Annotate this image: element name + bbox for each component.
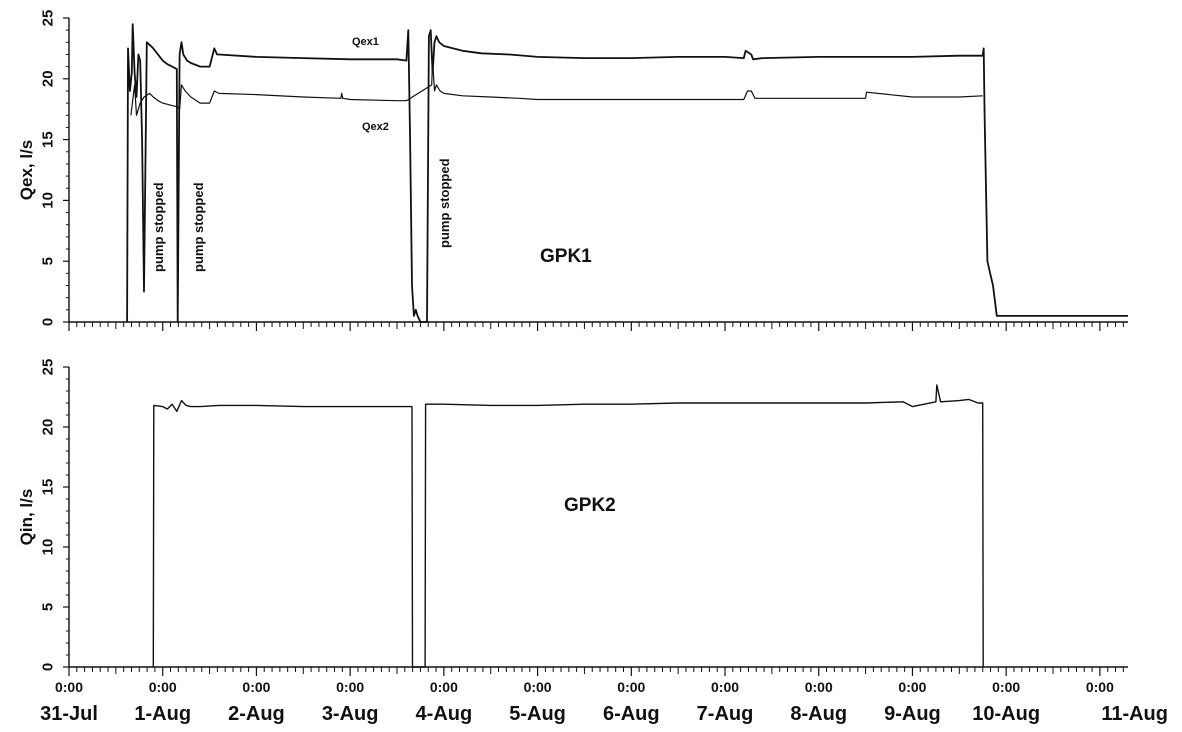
x-tick-date-label-4: 4-Aug xyxy=(416,703,473,725)
panel-label-gpk1: GPK1 xyxy=(540,246,592,267)
gpk2-y-tick-label-15: 15 xyxy=(40,479,57,496)
x-tick-time-label-3: 0:00 xyxy=(336,679,364,695)
panel-gpk1-axes: 0 5 10 15 20 25 xyxy=(40,10,1128,331)
gpk2-series-line-qin xyxy=(152,384,984,668)
x-tick-time-label-1: 0:00 xyxy=(149,679,177,695)
series-label-qex1: Qex1 xyxy=(352,36,379,48)
gpk1-series-line-qex1 xyxy=(126,23,1128,323)
gpk2-y-tick-label-25: 25 xyxy=(40,359,57,376)
gpk1-y-tick-label-0: 0 xyxy=(40,318,57,326)
x-tick-date-label-7: 7-Aug xyxy=(697,703,754,725)
x-tick-time-label-8: 0:00 xyxy=(805,679,833,695)
x-tick-time-label-4: 0:00 xyxy=(430,679,458,695)
gpk2-y-tick-label-0: 0 xyxy=(40,663,57,671)
x-tick-date-label-2: 2-Aug xyxy=(228,703,285,725)
panel-label-gpk2: GPK2 xyxy=(564,495,616,516)
x-tick-time-label-7: 0:00 xyxy=(711,679,739,695)
panel-gpk2: 0 5 10 15 20 25 Qin, l/s GPK2 xyxy=(17,359,1128,676)
x-tick-time-label-5: 0:00 xyxy=(524,679,552,695)
gpk2-y-tick-label-20: 20 xyxy=(40,419,57,436)
x-tick-time-label-6: 0:00 xyxy=(617,679,645,695)
x-tick-time-label-9: 0:00 xyxy=(898,679,926,695)
panel-gpk2-ylabel: Qin, l/s xyxy=(17,489,36,546)
x-tick-date-label-3: 3-Aug xyxy=(322,703,379,725)
x-tick-time-label-0: 0:00 xyxy=(55,679,83,695)
x-tick-time-label-2: 0:00 xyxy=(242,679,270,695)
x-tick-date-label-8: 8-Aug xyxy=(790,703,847,725)
gpk1-y-tick-label-15: 15 xyxy=(40,131,57,148)
x-axis-labels: 0:00 31-Jul 0:00 1-Aug 0:00 2-Aug 0:00 3-Aug 0:0… xyxy=(40,679,1168,725)
gpk2-y-tick-label-5: 5 xyxy=(40,603,57,611)
x-tick-time-label-10: 0:00 xyxy=(992,679,1020,695)
gpk1-series-line-qex2 xyxy=(130,60,983,116)
x-tick-date-label-5: 5-Aug xyxy=(509,703,566,725)
panel-gpk1: 0 5 10 15 20 25 Qex, l/s Qex1 Qex2 pump stopp… xyxy=(17,10,1128,331)
gpk1-y-tick-label-10: 10 xyxy=(40,192,57,209)
series-label-qex2: Qex2 xyxy=(362,121,389,133)
gpk1-y-tick-label-20: 20 xyxy=(40,70,57,87)
panel-gpk1-series xyxy=(126,23,1128,323)
annotation-pump-stopped-1: pump stopped xyxy=(151,182,166,272)
x-tick-date-label-10: 10-Aug xyxy=(972,703,1040,725)
x-tick-date-label-11: 11-Aug xyxy=(1101,703,1168,725)
x-tick-time-label-11: 0:00 xyxy=(1086,679,1114,695)
gpk2-y-tick-label-10: 10 xyxy=(40,539,57,556)
x-tick-date-label-9: 9-Aug xyxy=(884,703,941,725)
panel-gpk1-ylabel: Qex, l/s xyxy=(17,140,36,200)
panel-gpk2-axes: 0 5 10 15 20 25 xyxy=(40,359,1128,676)
gpk1-y-tick-label-5: 5 xyxy=(40,257,57,265)
x-tick-date-label-1: 1-Aug xyxy=(134,703,191,725)
x-tick-date-label-0: 31-Jul xyxy=(40,703,98,725)
gpk1-y-tick-label-25: 25 xyxy=(40,10,57,27)
panel-gpk2-series xyxy=(152,384,984,668)
x-tick-date-label-6: 6-Aug xyxy=(603,703,660,725)
annotation-pump-stopped-2: pump stopped xyxy=(191,182,206,272)
annotation-pump-stopped-3: pump stopped xyxy=(437,158,452,248)
